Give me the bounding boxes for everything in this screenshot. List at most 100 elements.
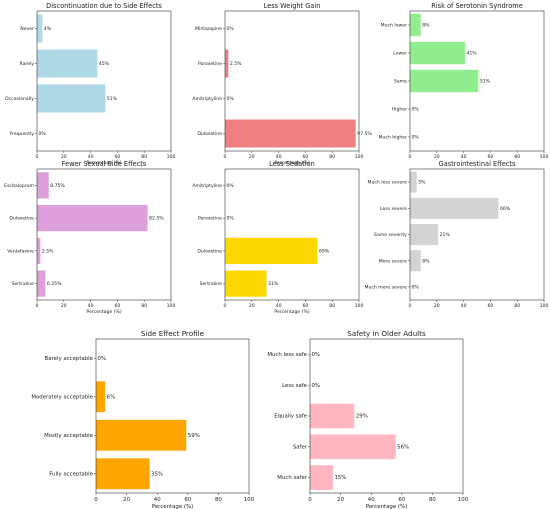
- x-tick-label: 100: [540, 303, 549, 309]
- y-tick-label: Much less safe: [267, 352, 307, 358]
- x-tick-label: 60: [302, 303, 308, 309]
- data-label: 0%: [39, 131, 47, 137]
- bar: [37, 237, 41, 264]
- data-label: 0%: [312, 383, 321, 389]
- data-label: 0%: [312, 352, 321, 358]
- plot-frame: [224, 168, 360, 301]
- bar: [225, 49, 229, 78]
- x-tick-label: 20: [123, 497, 130, 503]
- data-label: 56%: [397, 444, 409, 450]
- x-tick-label: 40: [461, 154, 467, 160]
- data-label: 21%: [440, 232, 451, 238]
- bar: [410, 250, 421, 272]
- x-tick-label: 100: [167, 154, 176, 160]
- plot-frame: [409, 10, 545, 152]
- data-label: 29%: [356, 414, 368, 420]
- data-label: 8%: [422, 258, 430, 264]
- y-tick-label: Venlafaxine: [7, 248, 34, 254]
- x-tick-label: 0: [94, 497, 98, 503]
- data-label: 0%: [227, 216, 235, 222]
- data-label: 0%: [227, 96, 235, 102]
- x-tick-label: 80: [514, 154, 520, 160]
- plot-frame: [95, 338, 250, 494]
- y-tick-label: Rarely: [19, 61, 34, 67]
- chart-5: Less Sedation Amitriptyline 0% Paroxetine 0%…: [192, 160, 363, 315]
- bar: [410, 224, 439, 245]
- data-label: 2.5%: [230, 61, 242, 67]
- plot-frame: [36, 10, 172, 152]
- y-tick-label: Frequently: [10, 131, 35, 137]
- x-axis-label: Percentage (%): [274, 309, 309, 315]
- x-tick-label: 80: [429, 497, 436, 503]
- data-label: 97.5%: [357, 131, 372, 137]
- bar: [37, 270, 46, 297]
- y-tick-label: Amitriptyline: [192, 183, 222, 189]
- x-tick-label: 80: [514, 303, 520, 309]
- x-tick-label: 60: [114, 303, 120, 309]
- data-label: 8.75%: [50, 183, 65, 189]
- y-tick-label: Fully acceptable: [49, 471, 93, 477]
- x-tick-label: 60: [398, 497, 405, 503]
- x-tick-label: 0: [36, 154, 39, 160]
- x-tick-label: 100: [355, 303, 364, 309]
- data-label: 0%: [412, 107, 420, 113]
- x-tick-label: 80: [141, 154, 147, 160]
- data-label: 0%: [227, 26, 235, 32]
- x-tick-label: 20: [61, 154, 67, 160]
- x-tick-label: 40: [276, 303, 282, 309]
- y-tick-label: Occasionally: [5, 96, 34, 102]
- x-tick-label: 20: [337, 497, 344, 503]
- data-label: 0%: [412, 285, 420, 291]
- bar: [225, 270, 267, 297]
- y-tick-label: Much more severe: [364, 285, 407, 291]
- y-tick-label: Equally safe: [274, 414, 307, 420]
- y-tick-label: More severe: [379, 258, 407, 264]
- x-tick-label: 0: [308, 497, 312, 503]
- y-tick-label: Barely acceptable: [45, 356, 94, 362]
- x-tick-label: 100: [244, 497, 255, 503]
- x-tick-label: 60: [302, 154, 308, 160]
- chart-6: Gastrointestinal Effects Much less severe…: [364, 160, 548, 309]
- x-tick-label: 80: [141, 303, 147, 309]
- chart-title: Fewer Sexual Side Effects: [62, 160, 147, 168]
- data-label: 31%: [268, 281, 279, 287]
- y-tick-label: Higher: [392, 107, 407, 113]
- chart-3: Risk of Serotonin Syndrome Much lower 8% Lo…: [378, 2, 548, 160]
- data-label: 69%: [319, 248, 330, 254]
- x-tick-label: 40: [368, 497, 375, 503]
- chart-title: Risk of Serotonin Syndrome: [431, 2, 523, 10]
- x-tick-label: 20: [434, 303, 440, 309]
- x-tick-label: 60: [487, 303, 493, 309]
- bar: [96, 381, 106, 413]
- y-tick-label: Duloxetine: [9, 216, 34, 222]
- plot-frame: [36, 168, 172, 301]
- y-tick-label: Mirtazapine: [195, 26, 222, 32]
- plot-frame: [409, 168, 545, 301]
- chart-title: Gastrointestinal Effects: [439, 160, 516, 168]
- y-tick-label: Escitalopram: [4, 183, 34, 189]
- plot-frame: [309, 338, 464, 494]
- bar: [37, 49, 98, 78]
- x-axis-label: Percentage (%): [366, 504, 407, 509]
- chart-title: Side Effect Profile: [141, 329, 205, 338]
- bar: [225, 237, 318, 264]
- y-tick-label: Sertraline: [200, 281, 223, 287]
- bar: [225, 119, 356, 148]
- x-tick-label: 60: [114, 154, 120, 160]
- data-label: 5%: [418, 180, 426, 186]
- x-tick-label: 40: [154, 497, 161, 503]
- x-tick-label: 40: [461, 303, 467, 309]
- bar: [37, 205, 148, 232]
- x-axis-label: Percentage (%): [274, 160, 309, 166]
- chart-7: Side Effect Profile Barely acceptable 0% Mo…: [31, 329, 254, 509]
- plot-frame: [224, 10, 360, 152]
- bar: [410, 13, 421, 37]
- bar: [410, 197, 499, 219]
- bar: [310, 465, 333, 490]
- y-tick-label: Much less severe: [368, 180, 408, 186]
- bar: [410, 41, 465, 65]
- x-tick-label: 0: [409, 154, 412, 160]
- y-tick-label: Safer: [293, 444, 308, 450]
- x-tick-label: 0: [409, 303, 412, 309]
- x-axis-label: Percentage (%): [86, 160, 121, 166]
